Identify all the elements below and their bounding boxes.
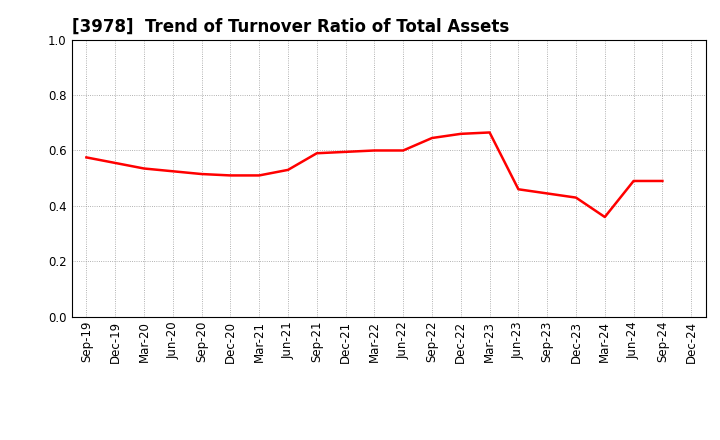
Text: [3978]  Trend of Turnover Ratio of Total Assets: [3978] Trend of Turnover Ratio of Total …	[72, 17, 509, 35]
